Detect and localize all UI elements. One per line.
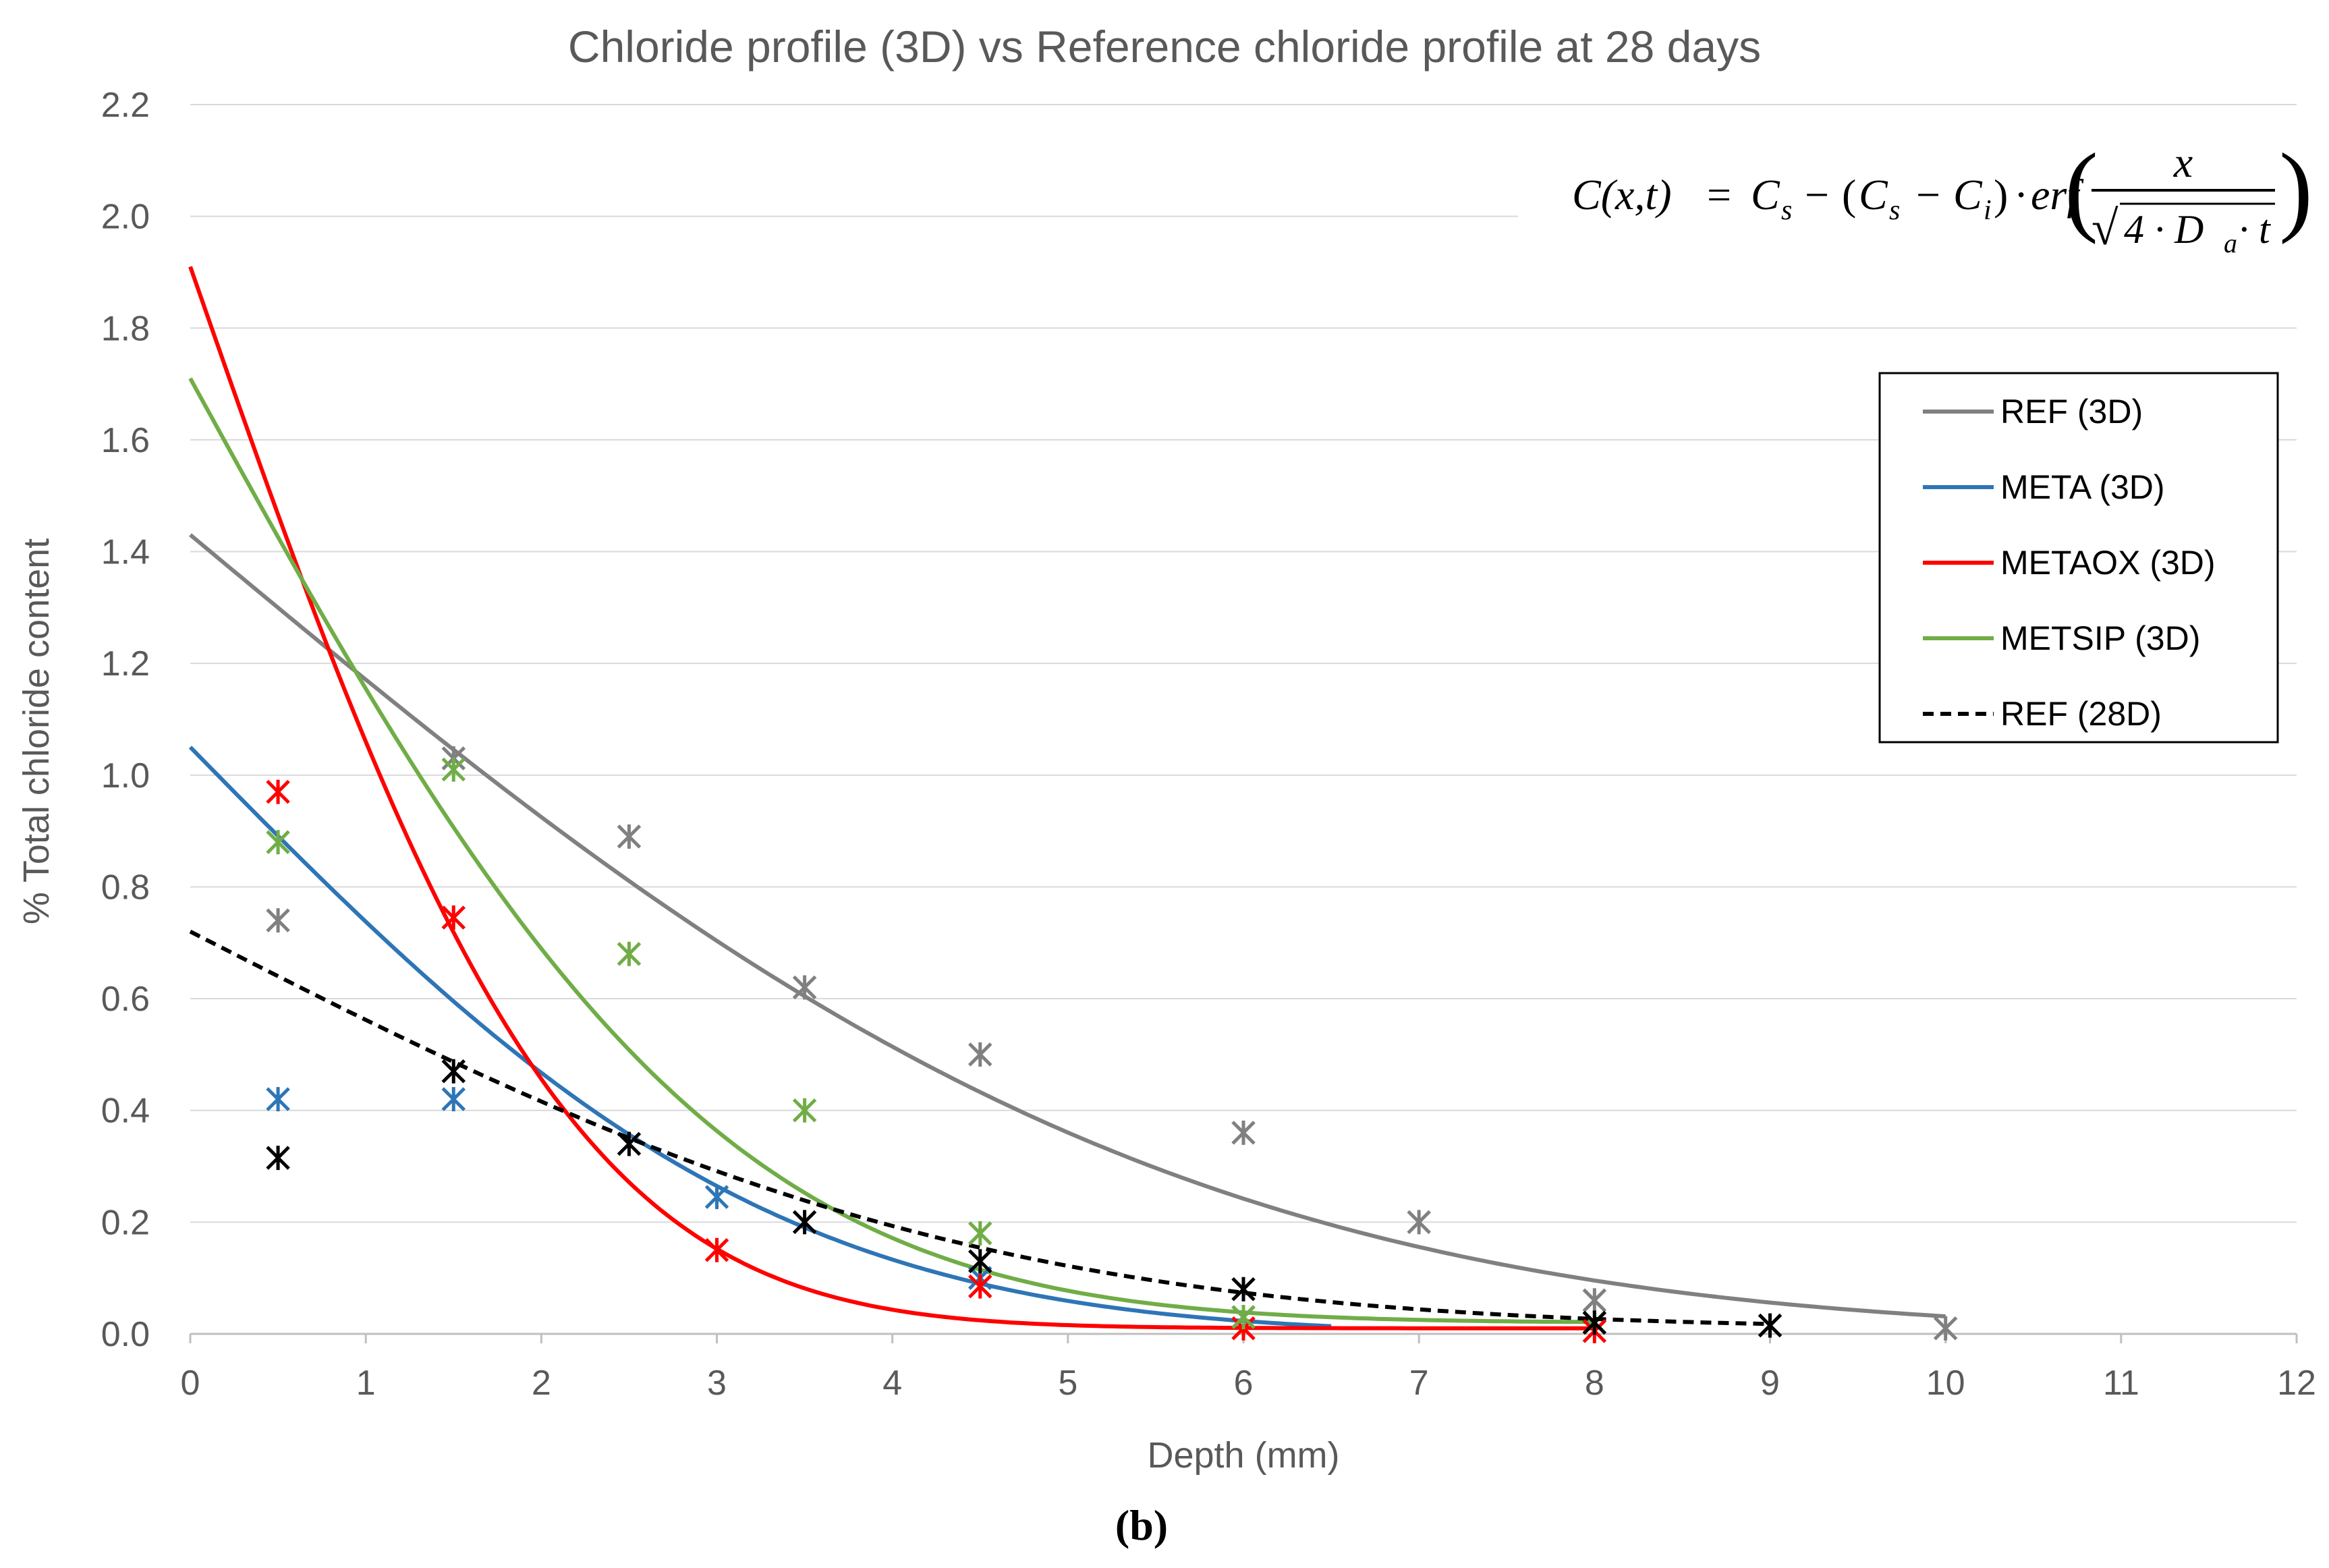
x-tick-label: 4 xyxy=(882,1364,902,1403)
metsip-data-point xyxy=(967,1221,992,1245)
equation-background xyxy=(1518,118,2307,280)
ref3d-data-point xyxy=(1231,1120,1256,1145)
metaox-legend-label: METAOX (3D) xyxy=(2000,544,2216,582)
metaox-data-point xyxy=(967,1274,992,1299)
equation-sqrt: √ xyxy=(2092,201,2118,255)
metsip-data-point xyxy=(441,757,466,782)
y-tick-label: 0.0 xyxy=(101,1315,150,1354)
y-tick-label: 0.8 xyxy=(101,868,150,907)
metaox-data-point xyxy=(704,1237,729,1262)
ref3d-data-point xyxy=(967,1042,992,1067)
equation-denominator-sub: a xyxy=(2224,228,2237,258)
x-tick-label: 2 xyxy=(532,1364,551,1403)
ref28-legend-label: REF (28D) xyxy=(2000,695,2162,733)
legend: REF (3D) META (3D) METAOX (3D) METSIP (3D) R… xyxy=(1878,372,2279,744)
x-tick-labels: 0 1 2 3 4 5 6 7 8 9 10 11 12 xyxy=(181,1334,2316,1403)
y-tick-label: 0.2 xyxy=(101,1203,150,1242)
y-tick-label: 1.4 xyxy=(101,533,150,572)
metsip-data-point xyxy=(1231,1305,1256,1330)
ref3d-data-point xyxy=(792,975,817,1000)
gridlines xyxy=(190,104,2297,1335)
equation-ci-sub: i xyxy=(1984,195,1992,226)
meta-legend-label: META (3D) xyxy=(2000,468,2165,506)
x-tick-label: 7 xyxy=(1409,1364,1429,1403)
ref28-data-point xyxy=(441,1059,466,1084)
y-tick-label: 1.6 xyxy=(101,421,150,460)
ref28-data-point xyxy=(967,1249,992,1274)
x-tick-label: 6 xyxy=(1234,1364,1254,1403)
panel-label: (b) xyxy=(1115,1501,1168,1549)
ref28-data-point xyxy=(617,1131,642,1156)
ref3d-data-point xyxy=(617,824,642,849)
meta-data-point xyxy=(266,1087,290,1112)
equation-close-paren: ) xyxy=(1994,171,2008,219)
ref3d-legend-label: REF (3D) xyxy=(2000,393,2143,430)
equation-cs-sub: s xyxy=(1781,195,1792,226)
equation-minus-2: − xyxy=(1916,171,1940,219)
ref3d-data-point xyxy=(1933,1316,1958,1341)
equation-minus: − xyxy=(1805,171,1829,219)
ref3d-data-point xyxy=(1582,1288,1607,1313)
meta-fit-curve xyxy=(188,746,1332,1328)
meta-data-point xyxy=(704,1185,729,1210)
metaox-data-point xyxy=(441,905,466,930)
x-tick-label: 10 xyxy=(1926,1364,1965,1403)
equation-numerator: x xyxy=(2173,138,2193,186)
chart-title: Chloride profile (3D) vs Reference chlor… xyxy=(568,22,1761,72)
ref28-data-point xyxy=(792,1210,817,1235)
legend-box xyxy=(1878,372,2279,744)
equation-big-close-paren: ) xyxy=(2279,133,2313,245)
ref28-data-point xyxy=(1758,1313,1783,1338)
metsip-fit-curve xyxy=(188,377,1595,1324)
x-tick-label: 8 xyxy=(1585,1364,1604,1403)
x-tick-label: 0 xyxy=(181,1364,200,1403)
equation-open-paren: ( xyxy=(1842,171,1856,219)
y-tick-labels: 0.0 0.2 0.4 0.6 0.8 1.0 1.2 1.4 1.6 1.8 2.0 2.2 xyxy=(101,86,150,1354)
y-tick-label: 2.2 xyxy=(101,86,150,125)
metsip-data-point xyxy=(617,941,642,966)
y-tick-label: 2.0 xyxy=(101,198,150,237)
x-tick-label: 5 xyxy=(1058,1364,1077,1403)
fit-curves xyxy=(188,266,1946,1331)
erf-equation: C(x,t) = C s − ( C s − C i ) · erf ( x √… xyxy=(1572,133,2313,258)
equation-denominator: 4 · D xyxy=(2124,207,2204,252)
y-tick-label: 1.2 xyxy=(101,644,150,683)
equation-lhs: C(x,t) xyxy=(1572,171,1672,219)
data-markers xyxy=(266,746,1958,1343)
equation-erf: erf xyxy=(2031,171,2084,219)
x-tick-label: 1 xyxy=(356,1364,376,1403)
x-axis-title: Depth (mm) xyxy=(1147,1435,1339,1476)
ref3d-fit-curve xyxy=(189,533,1946,1318)
equation-cs2: C xyxy=(1859,171,1888,219)
ref3d-data-point xyxy=(266,908,290,933)
equation-equals: = xyxy=(1707,171,1731,219)
ref28-data-point xyxy=(266,1146,290,1171)
y-tick-label: 1.0 xyxy=(101,756,150,795)
metsip-data-point xyxy=(266,830,290,855)
equation-dot: · xyxy=(2014,171,2028,219)
y-axis-title: % Total chloride content xyxy=(16,538,57,924)
ref28-data-point xyxy=(1582,1310,1607,1335)
x-tick-label: 11 xyxy=(2103,1364,2139,1403)
x-tick-label: 9 xyxy=(1760,1364,1780,1403)
y-tick-label: 1.8 xyxy=(101,309,150,348)
metaox-data-point xyxy=(266,779,290,804)
equation-cs2-sub: s xyxy=(1889,195,1900,226)
metsip-legend-label: METSIP (3D) xyxy=(2000,619,2200,657)
y-tick-label: 0.4 xyxy=(101,1092,150,1131)
equation-denominator-tail: · t xyxy=(2239,207,2271,252)
metaox-fit-curve xyxy=(188,266,1595,1331)
x-tick-label: 12 xyxy=(2277,1364,2316,1403)
metsip-data-point xyxy=(792,1098,817,1123)
meta-data-point xyxy=(441,1087,466,1112)
x-tick-label: 3 xyxy=(707,1364,727,1403)
y-tick-label: 0.6 xyxy=(101,980,150,1019)
ref28-data-point xyxy=(1231,1277,1256,1301)
equation-cs: C xyxy=(1751,171,1780,219)
ref3d-data-point xyxy=(1407,1210,1431,1235)
equation-ci: C xyxy=(1953,171,1983,219)
